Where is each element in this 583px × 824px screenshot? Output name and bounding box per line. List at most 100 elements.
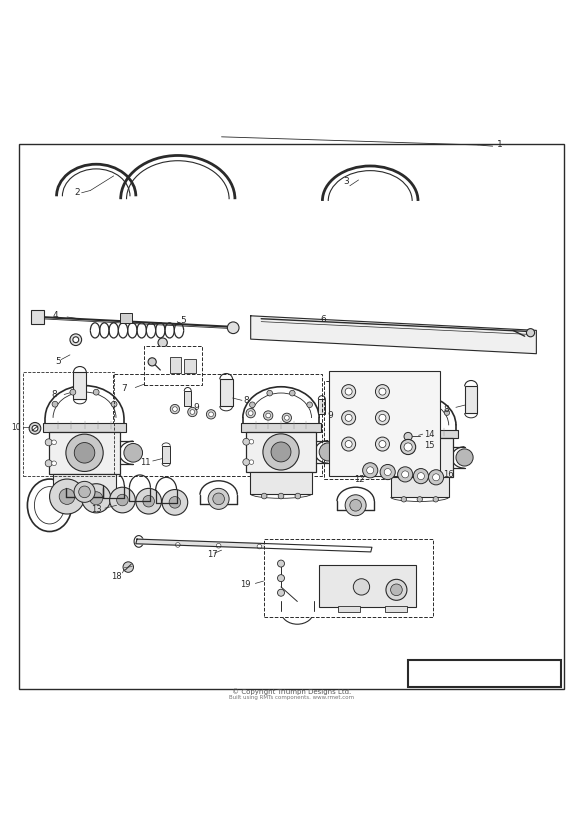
Bar bbox=[73, 372, 86, 399]
Bar bbox=[246, 432, 316, 472]
Circle shape bbox=[243, 459, 250, 466]
Circle shape bbox=[353, 578, 370, 595]
Circle shape bbox=[389, 446, 394, 450]
Circle shape bbox=[391, 584, 402, 596]
Bar bbox=[144, 345, 202, 385]
Circle shape bbox=[249, 460, 254, 465]
Circle shape bbox=[70, 389, 76, 395]
Circle shape bbox=[52, 461, 57, 466]
Circle shape bbox=[375, 385, 389, 399]
Circle shape bbox=[410, 448, 429, 467]
Text: © Copyright Triumph Designs Ltd.: © Copyright Triumph Designs Ltd. bbox=[232, 689, 351, 695]
Circle shape bbox=[267, 391, 272, 396]
Circle shape bbox=[379, 441, 386, 447]
Circle shape bbox=[52, 440, 57, 445]
Circle shape bbox=[384, 464, 390, 471]
Circle shape bbox=[398, 467, 413, 482]
Polygon shape bbox=[251, 316, 536, 353]
Circle shape bbox=[66, 434, 103, 471]
Circle shape bbox=[169, 497, 181, 508]
Circle shape bbox=[345, 441, 352, 447]
Bar bbox=[241, 423, 321, 432]
Circle shape bbox=[90, 492, 103, 505]
Text: 11: 11 bbox=[140, 457, 150, 466]
Circle shape bbox=[307, 402, 312, 408]
Bar bbox=[319, 565, 416, 607]
Circle shape bbox=[367, 467, 374, 474]
Text: 19: 19 bbox=[240, 580, 251, 589]
Circle shape bbox=[401, 439, 416, 455]
Bar bbox=[53, 474, 116, 496]
Bar bbox=[381, 430, 458, 438]
Circle shape bbox=[266, 413, 271, 418]
Text: 14: 14 bbox=[424, 429, 434, 438]
Circle shape bbox=[162, 489, 188, 515]
Circle shape bbox=[190, 410, 195, 414]
Text: 15: 15 bbox=[424, 442, 434, 450]
Bar bbox=[318, 399, 325, 414]
Text: 2: 2 bbox=[75, 188, 80, 197]
Circle shape bbox=[79, 486, 90, 498]
Text: 13: 13 bbox=[92, 505, 102, 514]
Circle shape bbox=[433, 474, 440, 480]
Circle shape bbox=[342, 385, 356, 399]
Circle shape bbox=[401, 497, 406, 502]
Circle shape bbox=[261, 494, 267, 499]
Circle shape bbox=[143, 495, 154, 507]
Circle shape bbox=[73, 337, 79, 343]
Circle shape bbox=[406, 399, 412, 405]
Polygon shape bbox=[136, 539, 372, 552]
Circle shape bbox=[278, 494, 284, 499]
Bar bbox=[251, 472, 311, 494]
Circle shape bbox=[70, 334, 82, 345]
Circle shape bbox=[428, 399, 433, 405]
Circle shape bbox=[417, 473, 424, 480]
Bar bbox=[113, 374, 322, 476]
Bar bbox=[31, 310, 44, 324]
Circle shape bbox=[74, 481, 95, 503]
Circle shape bbox=[117, 494, 128, 506]
Bar bbox=[385, 606, 407, 612]
Text: 3: 3 bbox=[343, 176, 349, 185]
Text: Built using RMTs components. www.rmet.com: Built using RMTs components. www.rmet.co… bbox=[229, 695, 354, 700]
Circle shape bbox=[158, 338, 167, 347]
Circle shape bbox=[386, 579, 407, 601]
Circle shape bbox=[404, 442, 412, 451]
Circle shape bbox=[278, 574, 285, 582]
Text: 5: 5 bbox=[181, 316, 187, 325]
Circle shape bbox=[278, 589, 285, 597]
Circle shape bbox=[433, 497, 438, 502]
Circle shape bbox=[45, 460, 52, 467]
Circle shape bbox=[363, 463, 378, 478]
Circle shape bbox=[350, 499, 361, 511]
Circle shape bbox=[246, 409, 255, 418]
Circle shape bbox=[227, 322, 239, 334]
Bar bbox=[465, 386, 477, 413]
Text: 304517: 304517 bbox=[432, 661, 537, 686]
Text: 1: 1 bbox=[497, 140, 503, 149]
Circle shape bbox=[339, 545, 343, 550]
Circle shape bbox=[175, 542, 180, 547]
Circle shape bbox=[208, 489, 229, 509]
Circle shape bbox=[456, 449, 473, 466]
Text: 16: 16 bbox=[443, 471, 454, 480]
Circle shape bbox=[345, 494, 366, 516]
Circle shape bbox=[380, 465, 395, 480]
Circle shape bbox=[319, 442, 338, 461]
Text: 17: 17 bbox=[207, 550, 217, 559]
Circle shape bbox=[402, 471, 409, 478]
Circle shape bbox=[345, 414, 352, 421]
Circle shape bbox=[99, 495, 105, 501]
Circle shape bbox=[295, 494, 301, 499]
Circle shape bbox=[375, 437, 389, 451]
Circle shape bbox=[444, 410, 449, 415]
Circle shape bbox=[82, 495, 87, 501]
Circle shape bbox=[389, 465, 394, 470]
Bar bbox=[184, 359, 196, 373]
Circle shape bbox=[206, 410, 216, 419]
Circle shape bbox=[111, 401, 117, 407]
Circle shape bbox=[173, 407, 177, 411]
Circle shape bbox=[290, 391, 295, 396]
Circle shape bbox=[375, 411, 389, 425]
Text: 9: 9 bbox=[194, 404, 199, 413]
